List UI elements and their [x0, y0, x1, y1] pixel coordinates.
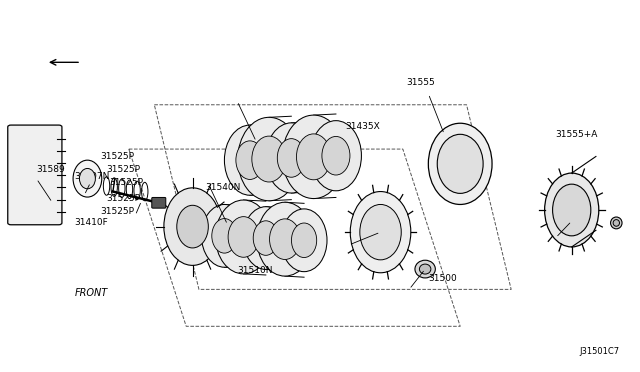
Ellipse shape: [277, 139, 305, 177]
Text: 31540N: 31540N: [205, 183, 241, 192]
Text: J31501C7: J31501C7: [579, 347, 620, 356]
Ellipse shape: [310, 121, 362, 191]
Ellipse shape: [360, 205, 401, 260]
Ellipse shape: [419, 264, 431, 274]
Ellipse shape: [282, 115, 345, 199]
Text: 31525P: 31525P: [106, 195, 141, 203]
Ellipse shape: [216, 200, 271, 274]
Text: 31435X: 31435X: [346, 122, 380, 131]
Ellipse shape: [243, 207, 289, 269]
Ellipse shape: [322, 137, 350, 175]
Ellipse shape: [545, 173, 599, 247]
Text: FRONT: FRONT: [75, 288, 108, 298]
Ellipse shape: [257, 202, 313, 276]
Ellipse shape: [164, 188, 221, 265]
Ellipse shape: [73, 160, 102, 197]
Text: 31555+A: 31555+A: [556, 130, 598, 139]
Text: 31525P: 31525P: [109, 178, 144, 187]
Text: 31510N: 31510N: [237, 266, 273, 275]
Ellipse shape: [253, 221, 278, 255]
Ellipse shape: [225, 125, 275, 195]
Ellipse shape: [266, 123, 317, 193]
Ellipse shape: [428, 123, 492, 205]
Ellipse shape: [252, 136, 286, 182]
FancyBboxPatch shape: [8, 125, 62, 225]
Ellipse shape: [238, 117, 300, 201]
Ellipse shape: [291, 223, 317, 257]
Ellipse shape: [236, 141, 264, 179]
Text: 31410F: 31410F: [75, 218, 108, 227]
Ellipse shape: [437, 134, 483, 193]
Ellipse shape: [212, 219, 237, 253]
Text: 31555: 31555: [406, 78, 435, 87]
Ellipse shape: [79, 169, 95, 189]
Text: 31525P: 31525P: [100, 207, 134, 217]
FancyBboxPatch shape: [152, 198, 166, 208]
Ellipse shape: [613, 219, 620, 226]
Text: 31525P: 31525P: [106, 165, 141, 174]
Text: 31589: 31589: [36, 165, 65, 174]
Ellipse shape: [228, 217, 259, 257]
Ellipse shape: [350, 192, 411, 273]
Ellipse shape: [269, 219, 300, 260]
Ellipse shape: [281, 209, 327, 272]
Text: 31525P: 31525P: [100, 152, 134, 161]
Ellipse shape: [552, 184, 591, 236]
Text: 31500: 31500: [428, 274, 457, 283]
Ellipse shape: [611, 217, 622, 229]
Ellipse shape: [202, 205, 247, 267]
Text: 31407N: 31407N: [75, 172, 110, 181]
Ellipse shape: [296, 134, 331, 180]
Ellipse shape: [177, 205, 209, 248]
Ellipse shape: [415, 260, 435, 278]
